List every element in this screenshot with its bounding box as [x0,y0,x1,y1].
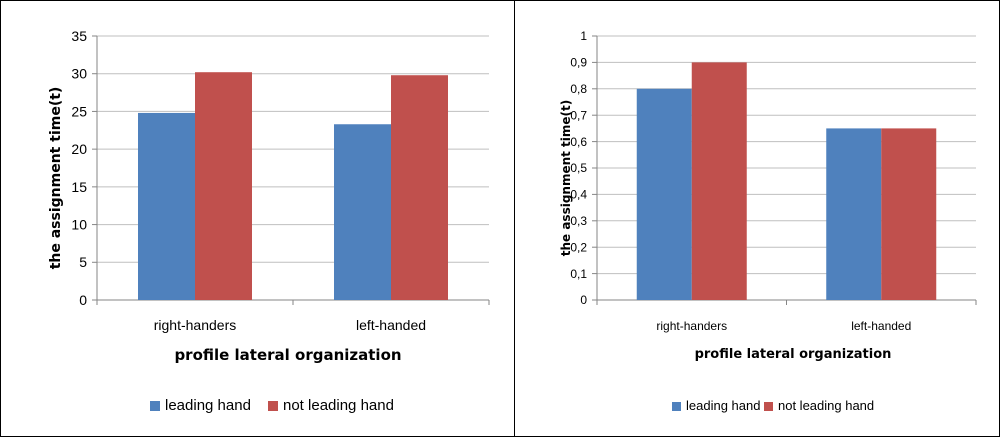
x-axis-title: profile lateral organization [695,347,892,362]
legend-label: not leading hand [283,397,394,414]
legend-swatch [672,402,681,411]
y-tick-label: 25 [71,103,87,119]
bar-not-leading-hand [391,75,448,300]
y-tick-label: 30 [71,66,87,82]
y-tick-label: 10 [71,216,87,232]
x-category-label: left-handed [356,317,426,333]
y-tick-label: 1 [580,29,587,43]
y-tick-label: 0,4 [570,188,587,202]
y-tick-label: 15 [71,179,87,195]
y-axis-title: the assignment time(t) [48,87,64,270]
bar-leading-hand [138,112,195,301]
bar-not-leading-hand [691,62,747,301]
legend-swatch [764,402,773,411]
y-tick-label: 0,7 [570,108,587,122]
y-tick-label: 20 [71,141,87,157]
y-axis-title: the assignment time(t) [559,100,573,257]
y-tick-label: 0 [580,293,587,307]
y-tick-label: 0,3 [570,214,587,228]
y-tick-label: 0,1 [570,267,587,281]
bar-not-leading-hand [881,128,937,300]
bar-leading-hand [334,124,391,300]
bar-leading-hand [636,88,692,300]
legend-label: leading hand [165,397,251,414]
y-tick-label: 0,6 [570,135,587,149]
y-tick-label: 0,5 [570,161,587,175]
y-tick-label: 0 [79,292,87,308]
x-axis-title: profile lateral organization [174,346,401,364]
x-category-label: left-handed [851,319,911,333]
legend-swatch [150,401,160,411]
bar-not-leading-hand [195,72,252,300]
assignment-time-chart-1: 0 5 10 15 20 25 30 35 right-handers left-handed pr… [48,28,490,414]
x-category-label: right-handers [154,317,237,333]
assignment-time-chart-2: 0 0,1 0,2 0,3 0,4 0,5 0,6 0,7 0,8 0,9 1 right-hande… [559,29,977,413]
x-category-label: right-handers [656,319,727,333]
legend-label: not leading hand [778,398,874,413]
legend-label: leading hand [686,398,760,413]
y-tick-label: 0,8 [570,82,587,96]
bar-leading-hand [826,128,882,300]
y-tick-label: 0,2 [570,240,587,254]
y-tick-label: 0,9 [570,56,587,70]
y-tick-label: 5 [79,254,87,270]
y-tick-label: 35 [71,28,87,44]
legend-swatch [268,401,278,411]
